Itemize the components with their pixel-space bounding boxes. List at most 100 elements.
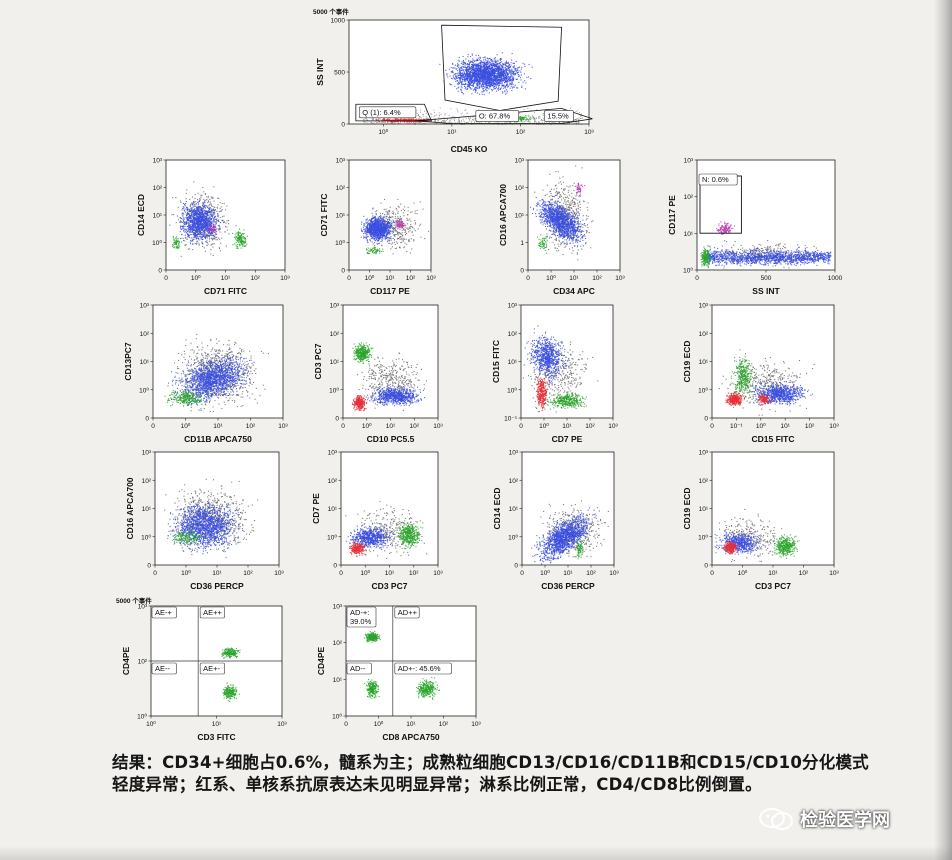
x-tick-label: 10³ [433,423,443,430]
y-tick-label: 10¹ [330,359,340,366]
x-tick-label: 10³ [584,129,594,136]
y-tick-label: 10⁰ [683,267,693,275]
x-tick-label: 0 [344,721,348,728]
y-tick-label: 10³ [336,158,346,165]
y-tick-label: 10² [333,640,343,647]
x-axis-label: CD36 PERCP [190,581,244,591]
x-tick-label: 10² [585,423,595,430]
y-tick-label: 10³ [330,303,340,310]
plot-p11: 0 10⁰ 10¹ 10² 10³ 10³ 10² 10¹ 10⁰ 0 CD3 PC7 CD7 PE [311,450,444,592]
x-tick-label: 10² [410,423,420,430]
plot-p7: 0 10⁰ 10¹ 10² 10³ 10³ 10² 10¹ 10⁰ 0 CD10 PC5.5 CD3 … [313,303,444,445]
y-tick-label: 10² [509,478,519,485]
x-tick-label: 500 [761,275,772,282]
y-tick-label: 10¹ [140,359,150,366]
granulocyte-gate [441,24,562,111]
y-tick-label: 0 [145,416,149,423]
y-tick-label: 10³ [153,158,163,165]
y-tick-label: 10⁰ [335,239,345,247]
y-axis-label: CD16 APCA700 [125,477,135,539]
q-gate [355,103,432,122]
y-tick-label: 10² [684,194,694,201]
x-tick-label: 0 [347,275,351,282]
event-count-title: 5000 个事件 [116,596,152,605]
x-tick-label: 0 [520,570,524,577]
x-tick-label: 10² [592,275,602,282]
gate-label-box [544,110,574,122]
x-tick-label: 0 [164,275,168,282]
conclusion-text: 结果：CD34+细胞占0.6%，髓系为主；成熟粒细胞CD13/CD16/CD11… [112,752,882,796]
x-tick-label: 10¹ [563,570,573,577]
y-tick-label: 500 [334,70,345,77]
gate-label-box [394,662,452,675]
x-axis-label: CD11B APCA750 [184,434,252,444]
x-axis-label: CD3 FITC [197,732,235,742]
plot-p2: 0 10⁰ 10¹ 10² 10³ 10³ 10² 10¹ 10⁰ 0 CD71 FITC CD14 … [136,158,291,297]
gate-label-box [698,173,738,186]
y-axis-label: CD19 ECD [682,487,692,529]
y-axis-label: CD4PE [121,646,131,675]
y-tick-label: 10² [138,659,148,666]
plot-p4: 0 10⁰ 10¹ 10² 10³ 10³ 10² 10¹ 1 0 CD34 APC CD16 APC… [498,158,626,297]
quadrant-label: AD-- [350,664,366,673]
x-tick-label: 10¹ [780,423,790,430]
y-tick-label: 10² [330,331,340,338]
gate-label-box [151,662,177,675]
y-tick-label: 10⁰ [152,239,162,247]
x-tick-label: 10¹ [213,423,223,430]
y-tick-label: 10³ [509,450,519,457]
y-tick-label: 10³ [699,450,709,457]
quadrant-label: AD+-: 45.6% [398,664,441,673]
x-axis-label: SS INT [752,286,780,296]
x-axis-label: CD15 FITC [752,434,795,444]
y-tick-label: 0 [158,268,162,275]
x-tick-label: 10⁰ [365,274,375,282]
y-tick-label: 10³ [138,604,148,611]
x-tick-label: 10⁰ [146,720,156,728]
x-tick-label: 10² [251,275,261,282]
y-tick-label: 10³ [140,303,150,310]
plot-p13: 0 10⁰ 10¹ 10² 10³ 10³ 10² 10¹ 10⁰ 0 CD3 PC7 CD19 EC… [682,450,840,592]
y-tick-label: 1000 [331,18,346,25]
y-tick-label: 10⁰ [329,386,339,394]
y-tick-label: 10⁰ [508,533,518,541]
y-tick-label: 10⁰ [332,713,342,721]
plot-p6: 0 10⁰ 10¹ 10² 10³ 10³ 10² 10¹ 10⁰ 0 CD11B APCA750 C… [123,303,289,445]
x-tick-label: 10³ [277,721,287,728]
y-axis-label: CD117 PE [667,195,677,235]
x-tick-label: 1000 [828,275,843,282]
gate-n-label: N: 0.6% [702,175,729,184]
y-tick-label: 10¹ [142,506,152,513]
x-tick-label: 10¹ [212,721,222,728]
y-tick-label: 0 [341,268,345,275]
x-tick-label: 10³ [609,570,619,577]
x-tick-label: 0 [526,275,530,282]
y-axis-label: CD7 PE [311,493,321,524]
x-tick-label: 0 [153,570,157,577]
x-tick-label: 10¹ [768,570,778,577]
x-tick-label: 10⁰ [374,720,384,728]
y-tick-label: 10¹ [333,677,343,684]
plot-p8: 0 10⁰ 10¹ 10² 10³ 10³ 10² 10¹ 10⁰ 10⁻¹ CD7 PE CD15 … [491,303,619,445]
x-tick-label: 10¹ [569,275,579,282]
gate-label-box [346,662,372,675]
x-tick-label: 10⁰ [378,128,388,136]
y-tick-label: 10³ [684,158,694,165]
y-tick-label: 10⁰ [698,533,708,541]
y-tick-label: 10⁰ [327,533,337,541]
y-axis-label: CD14 ECD [492,487,502,529]
watermark: 检验医学网 [758,806,890,832]
gate-label-box [346,606,377,628]
y-tick-label: 10² [699,331,709,338]
y-tick-label: 10² [142,478,152,485]
quadrant-label: AE-- [155,664,171,673]
y-tick-label: 10² [508,331,518,338]
y-tick-label: 10¹ [699,506,709,513]
x-tick-label: 10³ [433,570,443,577]
quadrant-label: AE-+ [155,608,173,617]
x-tick-label: 10¹ [212,570,222,577]
y-axis-label: CD14 ECD [136,194,146,236]
gate-label-box [199,662,225,675]
x-tick-label: 10² [246,423,256,430]
